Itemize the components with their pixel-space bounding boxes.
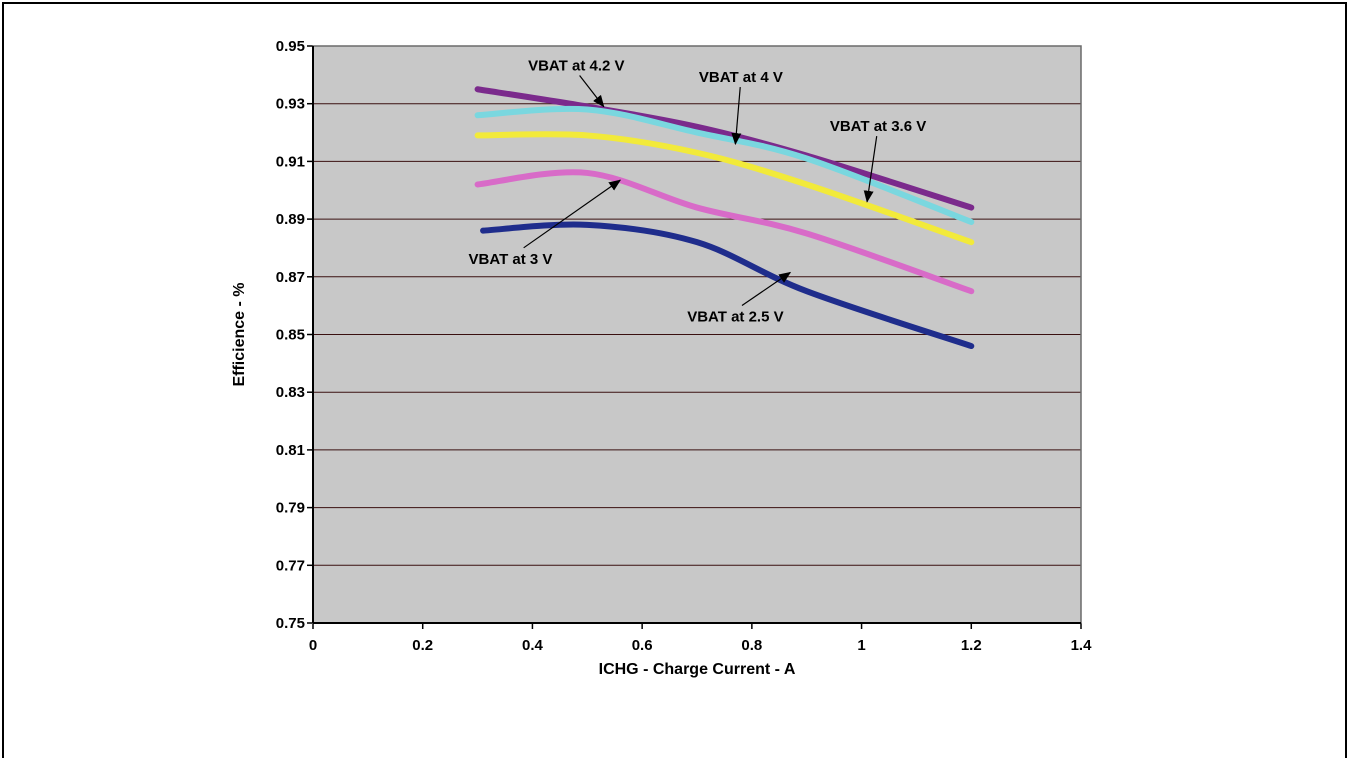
x-tick-label: 0.4 xyxy=(522,637,544,654)
y-tick-label: 0.81 xyxy=(276,442,305,459)
series-lines xyxy=(474,86,975,350)
y-tick-label: 0.93 xyxy=(276,96,305,113)
y-tick-label: 0.75 xyxy=(276,615,305,632)
y-tick-labels: 0.75 0.77 0.79 0.81 0.83 0.85 0.87 0.89 0.91 0.93… xyxy=(276,38,305,632)
y-tick-label: 0.83 xyxy=(276,384,305,401)
annotation-arrow xyxy=(731,87,742,146)
x-tick-label: 1 xyxy=(857,637,865,654)
annotation-label: VBAT at 3 V xyxy=(469,251,553,268)
x-tick-label: 0.2 xyxy=(412,637,433,654)
x-tick-label: 0.8 xyxy=(741,637,762,654)
annotation-label: VBAT at 3.6 V xyxy=(830,118,926,135)
annotation-label: VBAT at 4.2 V xyxy=(528,58,624,75)
y-tick-label: 0.91 xyxy=(276,153,305,170)
annotation-arrow xyxy=(579,75,605,108)
annotation-arrow xyxy=(523,179,622,249)
x-tick-label: 1.4 xyxy=(1071,637,1093,654)
x-tick-label: 0 xyxy=(309,637,317,654)
series-line xyxy=(474,86,975,211)
axes xyxy=(312,45,1082,624)
y-tick-label: 0.85 xyxy=(276,327,305,344)
x-tick-label: 1.2 xyxy=(961,637,982,654)
series-line xyxy=(474,169,975,295)
y-axis-label: Efficience - % xyxy=(231,282,248,386)
annotation-arrow xyxy=(741,271,792,307)
annotation-label: VBAT at 2.5 V xyxy=(687,309,783,326)
series-line xyxy=(480,221,975,350)
y-tick-label: 0.95 xyxy=(276,38,305,55)
x-tick-label: 0.6 xyxy=(632,637,653,654)
y-tick-label: 0.87 xyxy=(276,269,305,286)
series-line xyxy=(474,105,975,225)
annotations: VBAT at 4.2 V VBAT at 4 V VBAT at 3.6 V VBA… xyxy=(469,58,927,326)
y-tick-label: 0.79 xyxy=(276,500,305,517)
annotation-label: VBAT at 4 V xyxy=(699,69,783,86)
series-line xyxy=(474,131,975,246)
annotation-arrow xyxy=(863,136,878,203)
x-axis-label: ICHG - Charge Current - A xyxy=(599,661,796,678)
y-tick-label: 0.89 xyxy=(276,211,305,228)
x-tick-labels: 0 0.2 0.4 0.6 0.8 1 1.2 1.4 xyxy=(309,637,1092,654)
y-tick-label: 0.77 xyxy=(276,557,305,574)
